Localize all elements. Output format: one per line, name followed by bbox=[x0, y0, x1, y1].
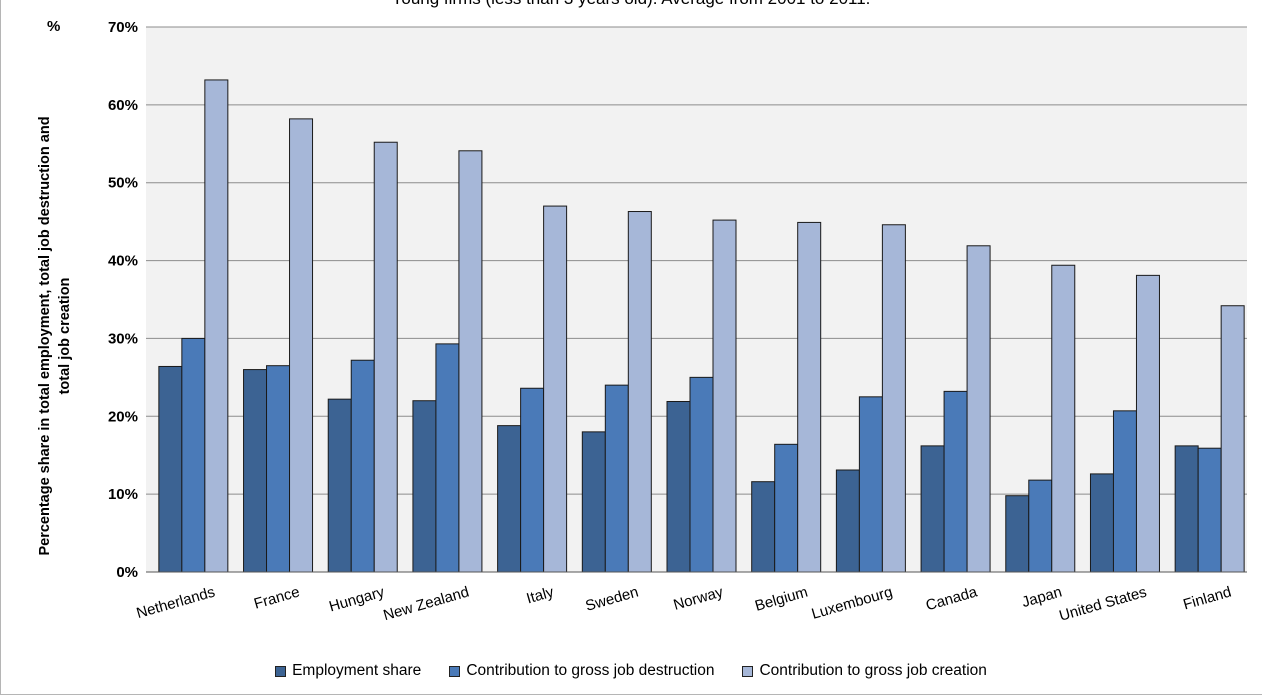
x-category-label: Sweden bbox=[584, 584, 641, 615]
bar bbox=[1051, 264, 1076, 573]
y-axis-title-line1: Percentage share in total employment, to… bbox=[37, 116, 53, 555]
legend-swatch bbox=[742, 665, 754, 677]
bar bbox=[458, 150, 483, 573]
y-tick-label: 0% bbox=[116, 564, 138, 581]
x-category-label: Belgium bbox=[753, 584, 810, 615]
bar bbox=[627, 211, 652, 573]
bar bbox=[774, 443, 799, 573]
x-category-label: Netherlands bbox=[135, 584, 217, 623]
x-category-label: New Zealand bbox=[381, 584, 471, 625]
x-category-label: Hungary bbox=[327, 583, 387, 615]
x-category-label: Italy bbox=[525, 583, 557, 607]
bar bbox=[520, 387, 545, 573]
bar bbox=[1220, 305, 1245, 573]
x-category-label: Norway bbox=[672, 583, 726, 613]
y-tick-label: 10% bbox=[108, 486, 138, 503]
bar bbox=[181, 337, 206, 573]
bar bbox=[412, 400, 437, 573]
legend-item: Contribution to gross job destruction bbox=[449, 662, 714, 680]
bar bbox=[327, 398, 352, 573]
bar bbox=[266, 365, 291, 573]
bar bbox=[751, 481, 776, 573]
bar bbox=[666, 400, 691, 573]
bar bbox=[1197, 447, 1222, 573]
bar bbox=[497, 425, 522, 573]
y-tick-label: 60% bbox=[108, 97, 138, 114]
y-axis-title-line2: total job creation bbox=[57, 278, 73, 395]
x-category-label: France bbox=[252, 584, 302, 613]
chart-title: Young firms (less than 3 years old). Ave… bbox=[0, 0, 1262, 9]
bar bbox=[289, 118, 314, 573]
y-tick-label: 50% bbox=[108, 175, 138, 192]
y-tick-label: 40% bbox=[108, 253, 138, 270]
bar bbox=[350, 359, 375, 573]
bar bbox=[689, 376, 714, 573]
legend: Employment share Contribution to gross jo… bbox=[0, 662, 1262, 680]
x-category-label: United States bbox=[1057, 584, 1148, 625]
bar bbox=[858, 396, 883, 573]
bar bbox=[1028, 479, 1053, 573]
bar bbox=[966, 245, 991, 573]
bar bbox=[543, 205, 568, 573]
bar bbox=[158, 365, 183, 573]
bar bbox=[881, 224, 906, 573]
x-category-label: Canada bbox=[924, 583, 980, 614]
y-tick-label: 70% bbox=[108, 19, 138, 36]
x-category-label: Luxembourg bbox=[810, 584, 895, 623]
bar bbox=[581, 431, 606, 573]
bar bbox=[1089, 473, 1114, 573]
bar-chart: 0% 10% 20% 30% 40% 50% 60% 70% Netherlands Franc… bbox=[37, 18, 1247, 625]
x-category-label: Finland bbox=[1181, 584, 1233, 614]
y-unit-label: % bbox=[47, 18, 60, 35]
legend-label: Contribution to gross job creation bbox=[759, 662, 987, 679]
legend-label: Contribution to gross job destruction bbox=[466, 662, 715, 679]
bar bbox=[797, 221, 822, 573]
bar bbox=[712, 219, 737, 573]
legend-swatch bbox=[275, 665, 287, 677]
x-category-label: Japan bbox=[1020, 584, 1064, 612]
bar bbox=[204, 79, 229, 573]
bar bbox=[604, 384, 629, 573]
legend-item: Employment share bbox=[275, 662, 421, 680]
bar bbox=[373, 141, 398, 573]
bar bbox=[1135, 274, 1160, 573]
y-tick-label: 20% bbox=[108, 408, 138, 425]
bar bbox=[920, 445, 945, 573]
bar bbox=[1112, 410, 1137, 573]
bar bbox=[1005, 495, 1030, 573]
bar bbox=[835, 469, 860, 573]
bar bbox=[943, 390, 968, 573]
legend-item: Contribution to gross job creation bbox=[742, 662, 987, 680]
bar bbox=[1174, 445, 1199, 573]
bar bbox=[243, 369, 268, 573]
legend-swatch bbox=[449, 665, 461, 677]
legend-label: Employment share bbox=[292, 662, 422, 679]
bar bbox=[435, 343, 460, 573]
y-tick-label: 30% bbox=[108, 330, 138, 347]
